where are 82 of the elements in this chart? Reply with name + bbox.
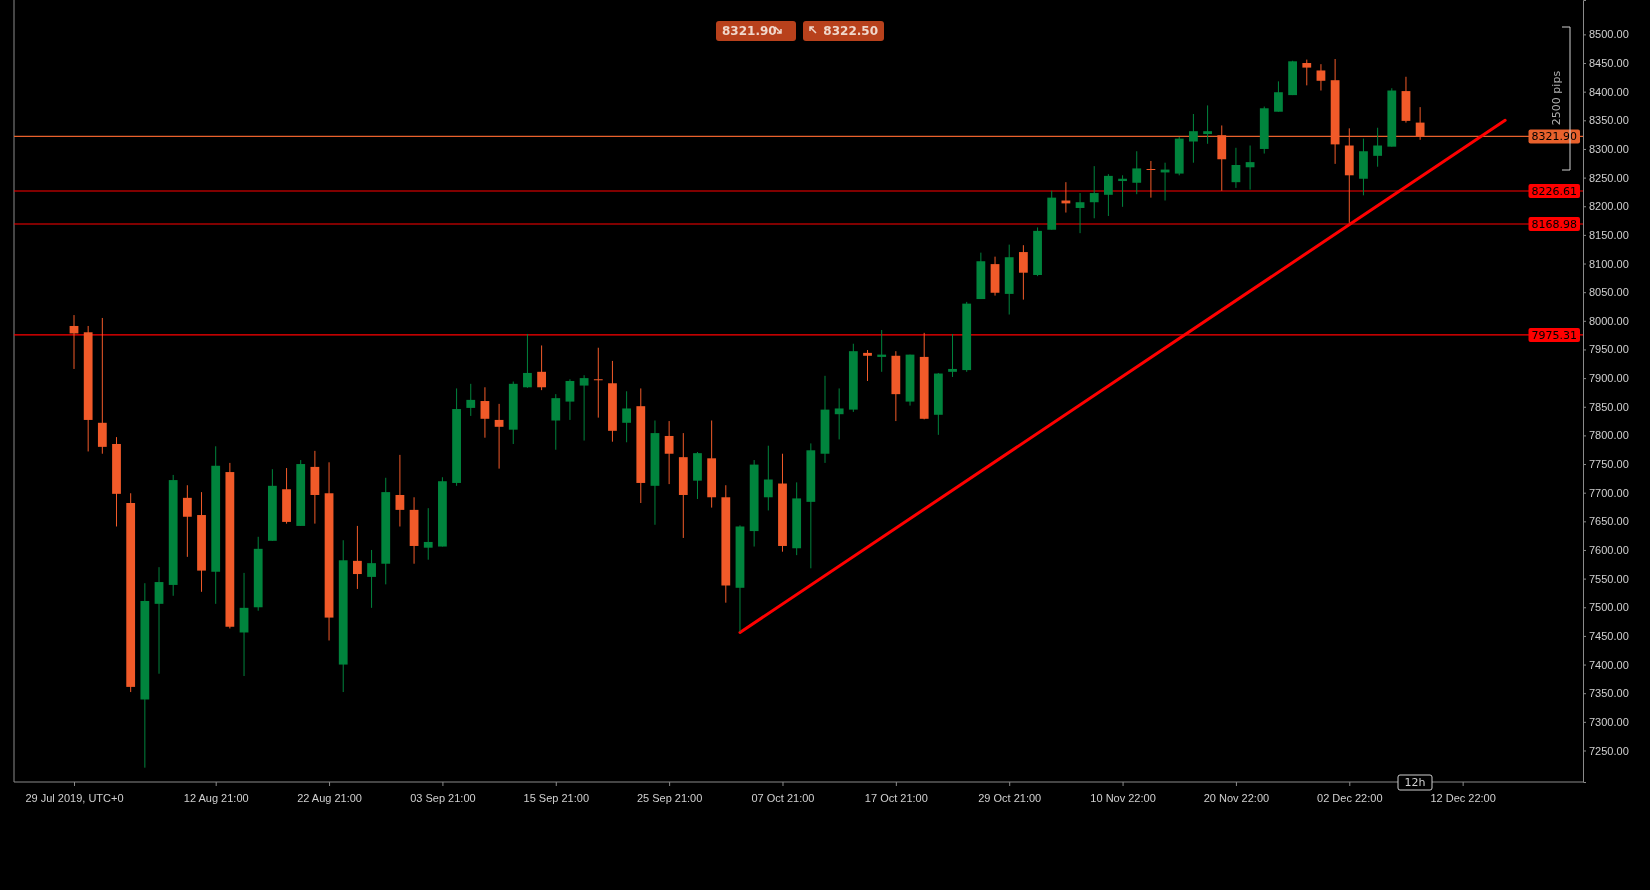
annotation: 2500 pips <box>1550 70 1563 126</box>
y-tick-label: 7300.00 <box>1589 715 1629 728</box>
candlestick <box>551 393 561 451</box>
candlestick <box>593 347 603 419</box>
x-tick-label: 20 Nov 22:00 <box>1203 792 1270 805</box>
candlestick <box>863 349 872 382</box>
y-tick-label: 8500.00 <box>1589 28 1629 41</box>
x-tick-label: 15 Sep 21:00 <box>523 792 589 805</box>
y-tick-label: 7350.00 <box>1589 687 1629 700</box>
x-tick-label: 12 Dec 22:00 <box>1430 792 1496 805</box>
y-tick-label: 7700.00 <box>1589 486 1629 499</box>
ref-line-label: 8226.61 <box>1531 184 1577 198</box>
y-tick-label: 8200.00 <box>1589 200 1629 213</box>
candlestick <box>948 333 957 378</box>
candlestick <box>877 329 887 373</box>
candlestick <box>466 383 476 417</box>
ref-line-label: 7975.31 <box>1531 328 1577 342</box>
y-tick-label: 7550.00 <box>1589 572 1629 585</box>
y-tick-label: 7250.00 <box>1589 744 1629 757</box>
candlestick <box>367 549 376 609</box>
candlestick <box>1302 59 1312 86</box>
candlestick <box>622 390 632 443</box>
candlestick <box>395 454 405 527</box>
candlestick <box>664 420 674 485</box>
y-tick-label: 8300.00 <box>1589 142 1629 155</box>
candlestick <box>579 374 589 442</box>
y-tick-label: 8400.00 <box>1589 85 1629 98</box>
x-tick-label: 22 Aug 21:00 <box>297 792 362 805</box>
candlestick <box>182 484 192 558</box>
y-tick-label: 8250.00 <box>1589 171 1629 184</box>
y-tick-label: 7950.00 <box>1589 343 1629 356</box>
candlestick <box>480 386 490 439</box>
candlestick <box>1075 192 1085 234</box>
candlestick <box>523 333 532 389</box>
y-tick-label: 8000.00 <box>1589 314 1629 327</box>
x-tick-label: 29 Jul 2019, UTC+0 <box>25 792 124 805</box>
candlestick <box>353 525 362 590</box>
annotation: 8322.50 <box>823 24 878 39</box>
y-tick-label: 8150.00 <box>1589 228 1629 241</box>
candlestick <box>1189 113 1198 164</box>
x-tick-label: 25 Sep 21:00 <box>636 792 703 805</box>
candlestick <box>1203 104 1212 145</box>
y-tick-label: 7650.00 <box>1589 515 1629 528</box>
x-tick-label: 12 Aug 21:00 <box>183 792 249 805</box>
x-tick-label: 07 Oct 21:00 <box>751 792 815 805</box>
y-tick-label: 7450.00 <box>1589 629 1629 642</box>
ref-line-label: 8168.98 <box>1531 217 1577 231</box>
candlestick <box>1316 63 1326 92</box>
x-tick-label: 02 Dec 22:00 <box>1317 792 1383 805</box>
y-tick-label: 7850.00 <box>1589 400 1629 413</box>
candlestick <box>1274 80 1283 113</box>
y-tick-label: 7500.00 <box>1589 601 1629 614</box>
candlestick <box>494 403 504 470</box>
candlestick <box>537 344 546 391</box>
candlestick <box>834 387 844 440</box>
y-tick-label: 8350.00 <box>1589 114 1629 127</box>
candlestick <box>1104 173 1113 217</box>
annotation: 8321.90 <box>722 24 777 39</box>
y-tick-label: 7750.00 <box>1589 458 1629 471</box>
candlestick <box>1118 174 1127 208</box>
y-tick-label: 7900.00 <box>1589 372 1629 385</box>
y-tick-label: 7600.00 <box>1589 544 1629 556</box>
candlestick <box>1018 244 1028 301</box>
x-tick-label: 17 Oct 21:00 <box>864 792 928 805</box>
y-tick-label: 7400.00 <box>1589 658 1629 671</box>
y-tick-label: 8100.00 <box>1589 257 1629 270</box>
candlestick <box>763 445 773 511</box>
candlestick <box>1089 165 1099 219</box>
x-tick-label: 10 Nov 22:00 <box>1090 792 1156 805</box>
y-tick-label: 8050.00 <box>1589 286 1629 299</box>
candlestick <box>1132 150 1142 195</box>
candlestick <box>423 507 433 561</box>
x-tick-label: 03 Sep 21:00 <box>410 792 476 805</box>
candlestick <box>154 566 164 675</box>
candlestick <box>1231 147 1241 189</box>
candlestick <box>1373 127 1383 168</box>
y-tick-label: 8450.00 <box>1589 57 1629 70</box>
candlestick <box>565 378 575 421</box>
ref-line-label: 8321.90 <box>1531 130 1577 144</box>
annotation: 12h <box>1404 776 1426 790</box>
x-tick-label: 29 Oct 21:00 <box>978 792 1042 805</box>
y-tick-label: 7800.00 <box>1589 429 1629 442</box>
